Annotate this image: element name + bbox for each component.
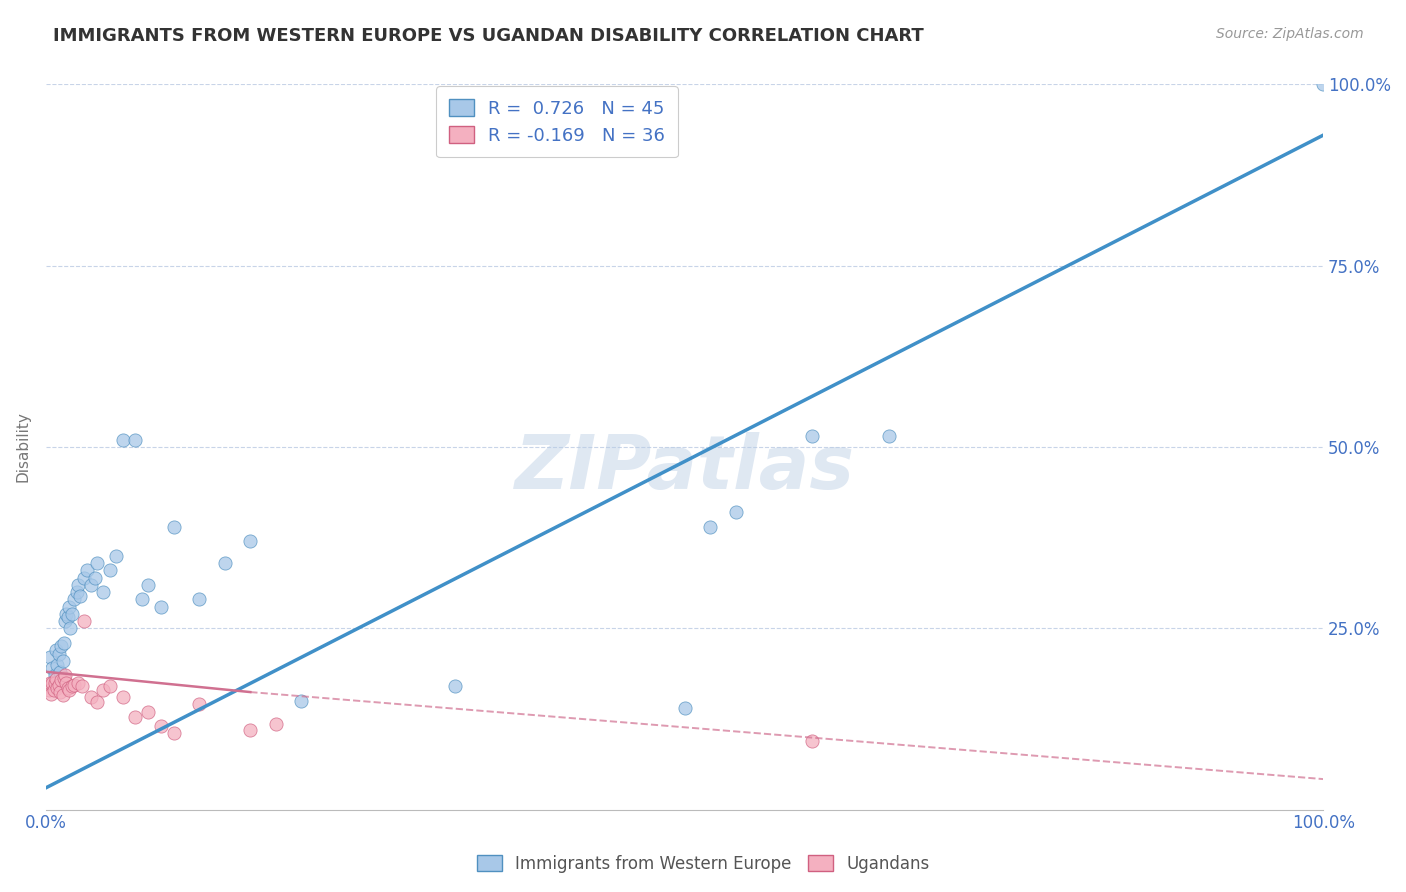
- Point: [86, 695, 108, 709]
- Point: [188, 592, 211, 607]
- Point: [53, 668, 76, 682]
- Point: [48, 647, 70, 661]
- Point: [290, 694, 312, 708]
- Legend: Immigrants from Western Europe, Ugandans: Immigrants from Western Europe, Ugandans: [470, 848, 936, 880]
- Point: [46, 657, 69, 672]
- Point: [45, 643, 67, 657]
- Point: [52, 654, 75, 668]
- Point: [149, 719, 172, 733]
- Point: [66, 675, 89, 690]
- Point: [44, 668, 66, 682]
- Point: [264, 717, 287, 731]
- Point: [46, 681, 69, 695]
- Point: [214, 556, 236, 570]
- Point: [60, 607, 83, 621]
- Point: [41, 675, 63, 690]
- Point: [52, 688, 75, 702]
- Point: [73, 570, 96, 584]
- Point: [188, 698, 211, 712]
- Point: [111, 690, 134, 705]
- Point: [93, 585, 115, 599]
- Point: [136, 578, 159, 592]
- Point: [93, 682, 115, 697]
- Point: [163, 520, 186, 534]
- Point: [83, 570, 105, 584]
- Point: [239, 534, 262, 549]
- Point: [58, 682, 80, 697]
- Point: [801, 429, 824, 443]
- Point: [124, 710, 146, 724]
- Point: [55, 675, 77, 690]
- Point: [98, 563, 121, 577]
- Point: [79, 690, 101, 705]
- Point: [239, 723, 262, 737]
- Point: [70, 679, 93, 693]
- Point: [801, 733, 824, 747]
- Text: IMMIGRANTS FROM WESTERN EUROPE VS UGANDAN DISABILITY CORRELATION CHART: IMMIGRANTS FROM WESTERN EUROPE VS UGANDA…: [53, 27, 924, 45]
- Point: [111, 433, 134, 447]
- Point: [79, 578, 101, 592]
- Point: [51, 640, 73, 654]
- Point: [58, 599, 80, 614]
- Point: [56, 681, 79, 695]
- Point: [443, 679, 465, 693]
- Point: [98, 679, 121, 693]
- Point: [124, 433, 146, 447]
- Point: [76, 563, 98, 577]
- Point: [41, 661, 63, 675]
- Point: [131, 592, 153, 607]
- Point: [51, 673, 73, 688]
- Point: [699, 520, 721, 534]
- Legend: R =  0.726   N = 45, R = -0.169   N = 36: R = 0.726 N = 45, R = -0.169 N = 36: [436, 87, 678, 157]
- Point: [38, 675, 60, 690]
- Text: ZIPatlas: ZIPatlas: [515, 433, 855, 505]
- Point: [63, 592, 86, 607]
- Point: [39, 686, 62, 700]
- Point: [673, 701, 696, 715]
- Y-axis label: Disability: Disability: [15, 411, 30, 483]
- Point: [724, 505, 747, 519]
- Point: [105, 549, 128, 563]
- Point: [48, 678, 70, 692]
- Point: [66, 578, 89, 592]
- Point: [45, 672, 67, 686]
- Point: [63, 678, 86, 692]
- Point: [49, 665, 72, 679]
- Point: [73, 614, 96, 628]
- Point: [149, 599, 172, 614]
- Point: [59, 621, 82, 635]
- Text: Source: ZipAtlas.com: Source: ZipAtlas.com: [1216, 27, 1364, 41]
- Point: [42, 682, 65, 697]
- Point: [52, 671, 75, 685]
- Point: [49, 685, 72, 699]
- Point: [163, 726, 186, 740]
- Point: [65, 585, 87, 599]
- Point: [38, 682, 60, 697]
- Point: [52, 636, 75, 650]
- Point: [37, 679, 59, 693]
- Point: [877, 429, 900, 443]
- Point: [69, 589, 91, 603]
- Point: [53, 614, 76, 628]
- Point: [1312, 78, 1334, 92]
- Point: [44, 675, 66, 690]
- Point: [55, 607, 77, 621]
- Point: [136, 705, 159, 719]
- Point: [86, 556, 108, 570]
- Point: [60, 679, 83, 693]
- Point: [56, 610, 79, 624]
- Point: [38, 650, 60, 665]
